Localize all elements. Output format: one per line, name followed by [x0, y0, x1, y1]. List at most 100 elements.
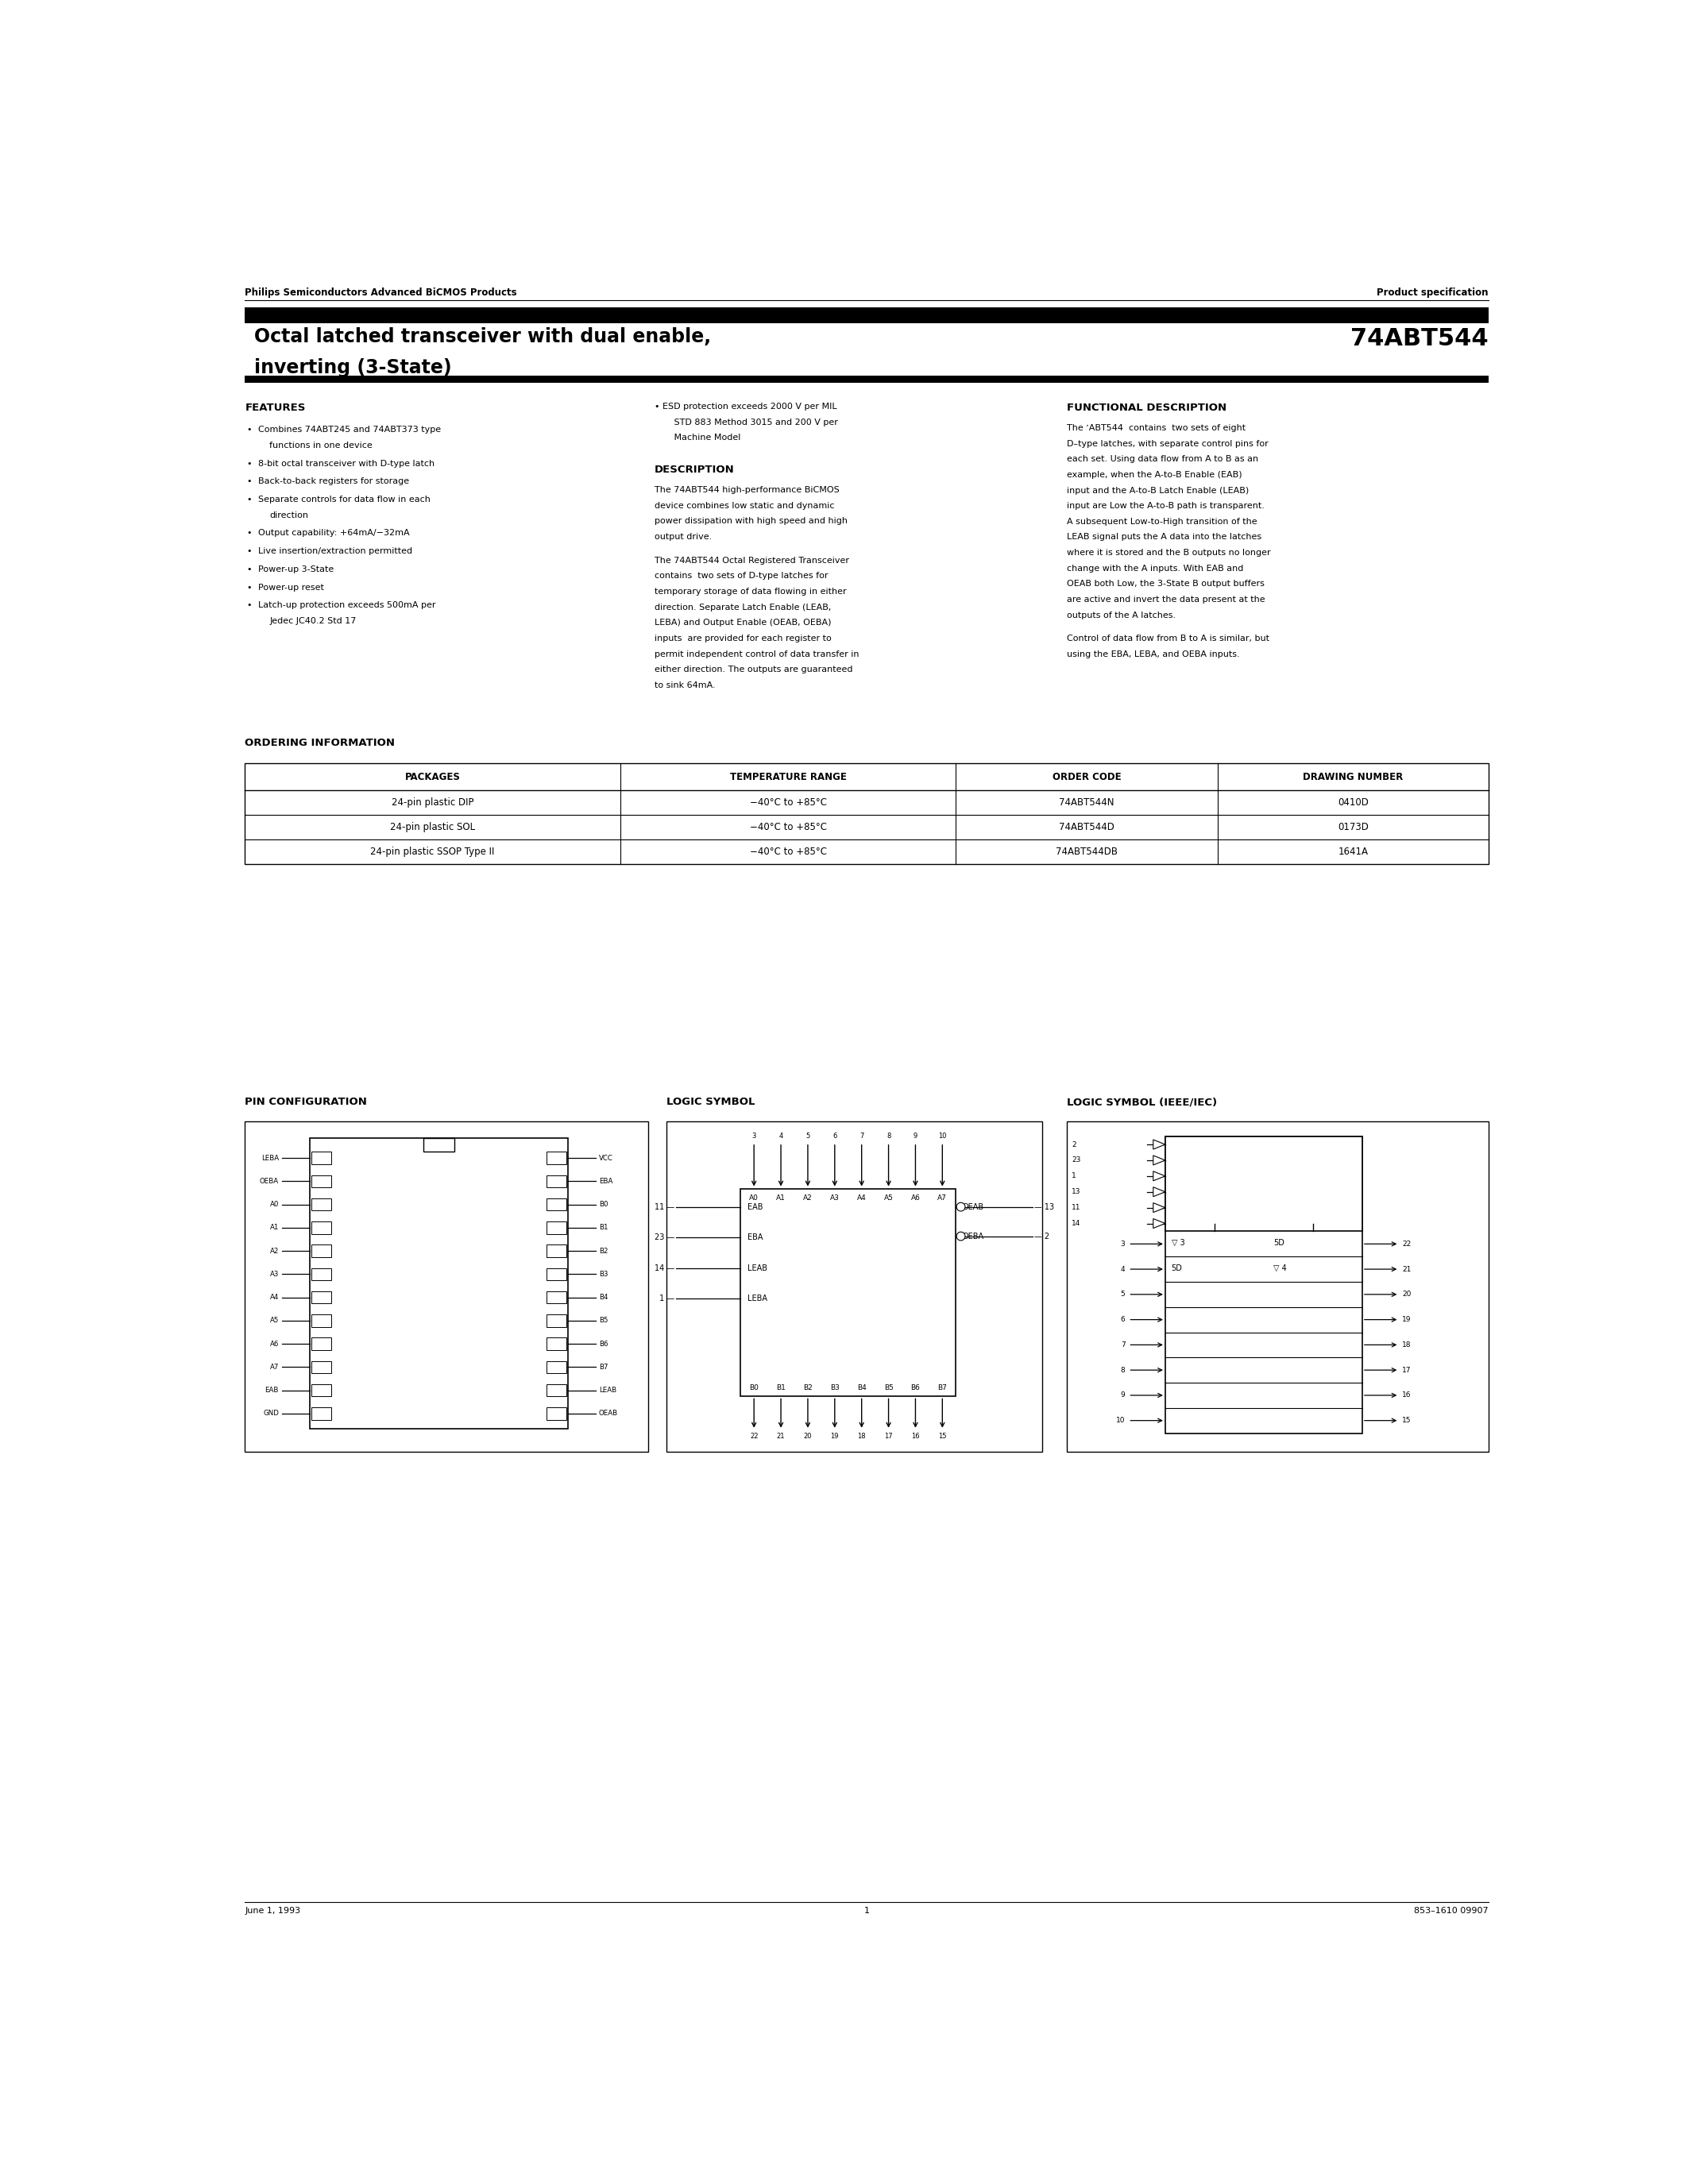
Text: A3: A3 — [270, 1271, 279, 1278]
Text: G1: G1 — [1173, 1158, 1183, 1164]
Text: 18: 18 — [552, 1293, 560, 1302]
Text: •: • — [246, 548, 252, 555]
Text: 8: 8 — [886, 1133, 891, 1140]
Text: GND: GND — [263, 1411, 279, 1417]
Text: 23: 23 — [552, 1177, 560, 1184]
Text: •: • — [246, 426, 252, 435]
Text: D–type latches, with separate control pins for: D–type latches, with separate control pi… — [1067, 439, 1268, 448]
Text: PIN CONFIGURATION: PIN CONFIGURATION — [245, 1096, 366, 1107]
Text: 9: 9 — [319, 1341, 322, 1348]
Text: direction. Separate Latch Enable (LEAB,: direction. Separate Latch Enable (LEAB, — [655, 603, 830, 612]
Text: 17: 17 — [552, 1317, 560, 1324]
Text: TEMPERATURE RANGE: TEMPERATURE RANGE — [729, 771, 846, 782]
Bar — [311, 1221, 331, 1234]
Text: 74ABT544N: 74ABT544N — [1058, 797, 1114, 808]
Text: 8-bit octal transceiver with D-type latch: 8-bit octal transceiver with D-type latc… — [258, 459, 436, 467]
Text: LEBA) and Output Enable (OEAB, OEBA): LEBA) and Output Enable (OEAB, OEBA) — [655, 618, 830, 627]
Text: A6: A6 — [912, 1195, 920, 1201]
Bar — [547, 1151, 565, 1164]
Polygon shape — [1153, 1140, 1165, 1149]
Text: •: • — [246, 496, 252, 505]
Text: 5: 5 — [805, 1133, 810, 1140]
Bar — [245, 1120, 648, 1452]
Text: OEAB: OEAB — [962, 1203, 984, 1210]
Bar — [309, 1138, 569, 1428]
Text: OEBA: OEBA — [260, 1177, 279, 1184]
Text: 0173D: 0173D — [1337, 821, 1369, 832]
Bar — [311, 1269, 331, 1280]
Bar — [1067, 1120, 1489, 1452]
Text: •: • — [246, 529, 252, 537]
Text: 9: 9 — [913, 1133, 918, 1140]
Text: B0: B0 — [599, 1201, 608, 1208]
Text: B4: B4 — [858, 1385, 866, 1391]
Text: OEBA: OEBA — [962, 1232, 984, 1241]
Text: 5D: 5D — [1171, 1265, 1182, 1271]
Text: A5: A5 — [270, 1317, 279, 1324]
Text: 8: 8 — [1121, 1367, 1126, 1374]
Text: 18: 18 — [858, 1433, 866, 1439]
Text: 1 —: 1 — — [657, 1295, 675, 1302]
Circle shape — [957, 1232, 966, 1241]
Text: Jedec JC40.2 Std 17: Jedec JC40.2 Std 17 — [270, 618, 356, 625]
Text: A1: A1 — [776, 1195, 785, 1201]
Text: example, when the A-to-B Enable (EAB): example, when the A-to-B Enable (EAB) — [1067, 472, 1242, 478]
Text: LEAB: LEAB — [748, 1265, 768, 1271]
Text: 6: 6 — [319, 1271, 322, 1278]
Text: 11: 11 — [1072, 1203, 1080, 1212]
Text: 16: 16 — [1403, 1391, 1411, 1400]
Text: where it is stored and the B outputs no longer: where it is stored and the B outputs no … — [1067, 548, 1271, 557]
Text: 7: 7 — [859, 1133, 864, 1140]
Text: 19: 19 — [1403, 1317, 1411, 1324]
Bar — [547, 1385, 565, 1396]
Text: 2: 2 — [319, 1177, 322, 1184]
Bar — [311, 1385, 331, 1396]
Text: Output capability: +64mA/−32mA: Output capability: +64mA/−32mA — [258, 529, 410, 537]
Text: •: • — [246, 566, 252, 574]
Text: 10: 10 — [317, 1363, 326, 1372]
Text: 19: 19 — [552, 1271, 560, 1278]
Text: 2: 2 — [1072, 1140, 1077, 1149]
Bar — [311, 1361, 331, 1374]
Bar — [311, 1406, 331, 1420]
Text: 17: 17 — [1403, 1367, 1411, 1374]
Text: 16: 16 — [912, 1433, 920, 1439]
Text: 24-pin plastic SOL: 24-pin plastic SOL — [390, 821, 476, 832]
Text: OEAB both Low, the 3-State B output buffers: OEAB both Low, the 3-State B output buff… — [1067, 581, 1264, 587]
Text: contains  two sets of D-type latches for: contains two sets of D-type latches for — [655, 572, 827, 581]
Text: temporary storage of data flowing in either: temporary storage of data flowing in eit… — [655, 587, 846, 596]
Text: A7: A7 — [937, 1195, 947, 1201]
Text: inputs  are provided for each register to: inputs are provided for each register to — [655, 636, 830, 642]
Text: EAB: EAB — [265, 1387, 279, 1393]
Text: LEBA: LEBA — [262, 1155, 279, 1162]
Text: 24-pin plastic DIP: 24-pin plastic DIP — [392, 797, 474, 808]
Text: inverting (3-State): inverting (3-State) — [255, 358, 452, 378]
Text: A4: A4 — [270, 1293, 279, 1302]
Text: 18: 18 — [1403, 1341, 1411, 1348]
Text: using the EBA, LEBA, and OEBA inputs.: using the EBA, LEBA, and OEBA inputs. — [1067, 651, 1239, 657]
Text: 15: 15 — [552, 1363, 560, 1372]
Text: A subsequent Low-to-High transition of the: A subsequent Low-to-High transition of t… — [1067, 518, 1258, 526]
Text: 4: 4 — [778, 1133, 783, 1140]
Text: Power-up reset: Power-up reset — [258, 583, 324, 592]
Text: FEATURES: FEATURES — [245, 402, 306, 413]
Text: 22: 22 — [1403, 1241, 1411, 1247]
Text: 16: 16 — [552, 1341, 560, 1348]
Circle shape — [957, 1203, 966, 1212]
Text: Separate controls for data flow in each: Separate controls for data flow in each — [258, 496, 430, 505]
Text: 21: 21 — [776, 1433, 785, 1439]
Text: •: • — [246, 459, 252, 467]
Bar — [1165, 1136, 1362, 1232]
Text: B2: B2 — [803, 1385, 812, 1391]
Bar — [547, 1291, 565, 1304]
Text: 13: 13 — [552, 1411, 560, 1417]
Text: 1: 1 — [864, 1907, 869, 1915]
Text: 19: 19 — [830, 1433, 839, 1439]
Text: 11: 11 — [317, 1387, 326, 1393]
Text: B1: B1 — [776, 1385, 785, 1391]
Text: B0: B0 — [749, 1385, 758, 1391]
Text: B4: B4 — [599, 1293, 608, 1302]
Text: A7: A7 — [270, 1363, 279, 1372]
Text: LEAB: LEAB — [599, 1387, 616, 1393]
Text: 6: 6 — [1121, 1317, 1126, 1324]
